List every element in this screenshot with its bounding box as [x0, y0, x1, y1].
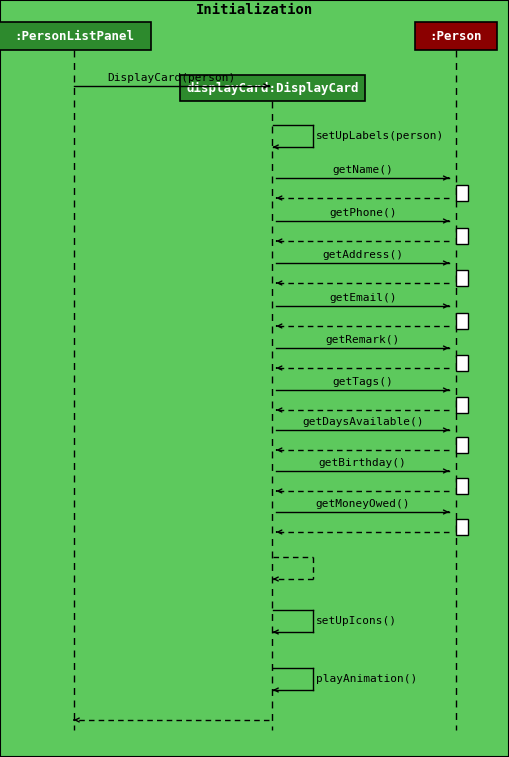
Text: getRemark(): getRemark(): [326, 335, 400, 345]
Bar: [456, 228, 468, 244]
Text: :Person: :Person: [429, 30, 482, 42]
Bar: [456, 397, 468, 413]
Bar: [0, 22, 151, 50]
Text: getTags(): getTags(): [332, 377, 393, 387]
Bar: [456, 313, 468, 329]
Bar: [456, 519, 468, 535]
Text: setUpIcons(): setUpIcons(): [316, 616, 397, 626]
Bar: [180, 75, 365, 101]
Text: setUpLabels(person): setUpLabels(person): [316, 131, 444, 141]
Text: getPhone(): getPhone(): [329, 208, 397, 218]
Bar: [456, 185, 468, 201]
Text: getMoneyOwed(): getMoneyOwed(): [316, 499, 410, 509]
Text: DisplayCard(person): DisplayCard(person): [107, 73, 236, 83]
Text: getDaysAvailable(): getDaysAvailable(): [302, 417, 423, 427]
Text: getEmail(): getEmail(): [329, 293, 397, 303]
Text: getName(): getName(): [332, 165, 393, 175]
Bar: [456, 437, 468, 453]
Bar: [414, 22, 497, 50]
Text: :PersonListPanel: :PersonListPanel: [14, 30, 134, 42]
Bar: [456, 478, 468, 494]
Text: displayCard:DisplayCard: displayCard:DisplayCard: [186, 82, 358, 95]
Bar: [456, 355, 468, 371]
Bar: [456, 270, 468, 286]
Text: getAddress(): getAddress(): [322, 250, 403, 260]
Text: Initialization: Initialization: [196, 3, 313, 17]
Bar: [175, 2, 334, 18]
Text: getBirthday(): getBirthday(): [319, 458, 407, 468]
Text: playAnimation(): playAnimation(): [316, 674, 417, 684]
